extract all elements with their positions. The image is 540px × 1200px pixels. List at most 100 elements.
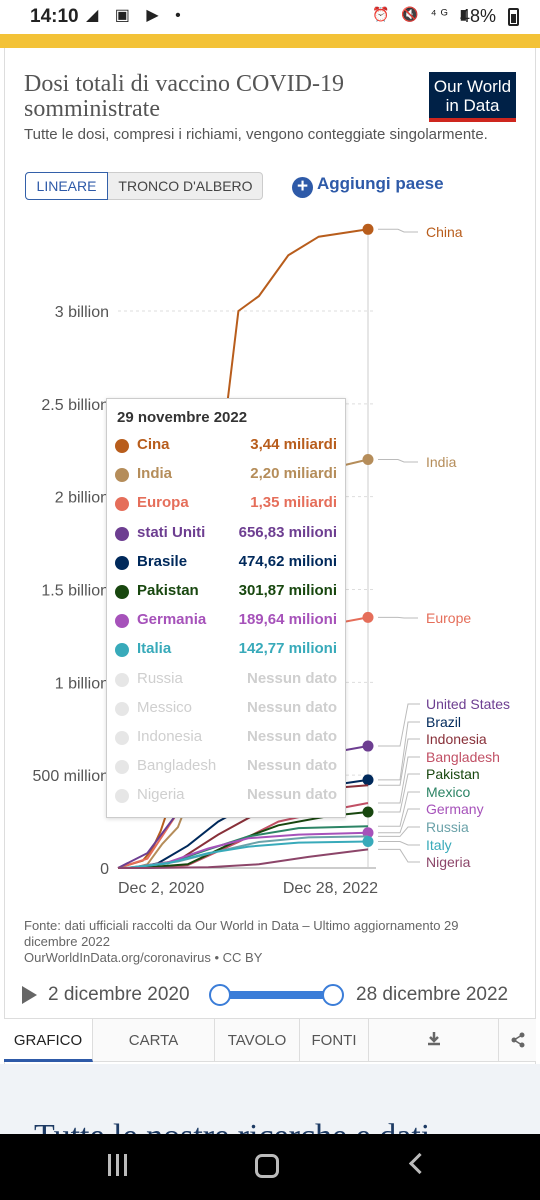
tab-table[interactable]: TAVOLO [215, 1019, 300, 1062]
timeline-end-label: 28 dicembre 2022 [356, 984, 509, 1005]
tooltip-series-value: Nessun dato [246, 757, 337, 775]
legend-label: Brazil [426, 714, 461, 730]
tooltip-row: Messico Nessun dato [115, 699, 339, 721]
tooltip-series-value: 1,35 miliardi [250, 494, 337, 512]
android-nav-bar [0, 1134, 540, 1200]
recent-apps-icon [116, 1154, 119, 1176]
tooltip-row: Russia Nessun dato [115, 670, 339, 692]
timeline-end-handle[interactable] [322, 984, 344, 1006]
download-icon [427, 1032, 440, 1046]
legend-label: Europe [426, 610, 471, 626]
owid-logo[interactable]: Our World in Data [429, 72, 516, 122]
recent-apps-icon [108, 1154, 111, 1176]
tooltip-row: Indonesia Nessun dato [115, 728, 339, 750]
series-point-italy [362, 835, 374, 847]
linear-scale-button[interactable]: LINEARE [25, 172, 108, 200]
series-point-china [362, 223, 374, 235]
y-tick-label: 0 [100, 861, 109, 878]
status-time: 14:10 [30, 6, 79, 27]
legend-label: China [426, 224, 463, 240]
tooltip-series-dot [115, 672, 129, 687]
tab-sources[interactable]: FONTI [300, 1019, 369, 1062]
tooltip-series-name: Russia [137, 669, 183, 687]
tooltip-series-name: Italia [137, 640, 172, 658]
tab-chart[interactable]: GRAFICO [4, 1019, 93, 1062]
tooltip-series-dot [115, 731, 129, 745]
log-scale-button[interactable]: TRONCO D'ALBERO [118, 178, 253, 194]
tooltip-series-value: 189,64 milioni [238, 611, 337, 629]
line-chart[interactable]: 0 500 million 1 billion 1.5 billion 2 billio… [0, 0, 540, 900]
y-tick-label: 1 billion [55, 675, 109, 692]
label-connector [378, 808, 420, 834]
label-connector [378, 616, 418, 619]
download-button[interactable] [369, 1019, 499, 1062]
tooltip-series-value: 656,83 milioni [238, 523, 337, 541]
share-icon [511, 1032, 524, 1048]
source-text: Fonte: dati ufficiali raccolti da Our Wo… [24, 918, 459, 949]
add-country-button[interactable]: + Aggiungi paese [292, 174, 444, 198]
site-header-band [0, 34, 540, 48]
tab-map[interactable]: CARTA [93, 1019, 215, 1062]
tooltip-series-value: 2,20 miliardi [250, 465, 337, 483]
status-bar: 14:10 ◢ ▣ ▶ • ⏰ 🔇 ⁴ᴳ ▮ 48% [0, 0, 540, 34]
label-connector [378, 826, 420, 837]
tooltip-series-dot [115, 643, 129, 658]
logo-line-1: Our World [433, 77, 512, 96]
tooltip-series-name: Brasile [137, 552, 188, 570]
tooltip-series-dot [115, 555, 129, 570]
tooltip-row: Pakistan 301,87 milioni [115, 582, 339, 604]
home-button[interactable] [255, 1154, 279, 1178]
add-country-label: Aggiungi paese [317, 174, 444, 193]
battery-percentage: 48% [460, 6, 497, 26]
back-button[interactable] [408, 1152, 431, 1175]
chart-subtitle: Tutte le dosi, compresi i richiami, veng… [24, 126, 488, 143]
timeline-start-label: 2 dicembre 2020 [48, 984, 190, 1005]
tooltip-series-value: Nessun dato [246, 669, 337, 687]
tooltip-series-name: Bangladesh [137, 757, 217, 775]
timeline: 2 dicembre 2020 28 dicembre 2022 [20, 980, 530, 1010]
x-tick-label: Dec 2, 2020 [118, 880, 204, 897]
tooltip-row: India 2,20 miliardi [115, 465, 339, 487]
tooltip-row: Brasile 474,62 milioni [115, 553, 339, 575]
plus-circle-icon: + [292, 177, 313, 198]
tooltip-row: Europa 1,35 miliardi [115, 494, 339, 516]
series-line-nigeria [118, 848, 369, 869]
tooltip-series-name: Nigeria [137, 786, 185, 804]
legend-label: Germany [426, 801, 484, 817]
tooltip-series-name: Indonesia [137, 728, 203, 745]
label-connector [378, 848, 420, 863]
label-connector [378, 756, 420, 804]
recent-apps-button[interactable] [106, 1154, 130, 1176]
tooltip-series-name: Pakistan [137, 582, 199, 599]
tooltip-series-dot [115, 614, 129, 629]
chart-title: Dosi totali di vaccino COVID-19 somminis… [24, 71, 344, 122]
tooltip-row: Bangladesh Nessun dato [115, 757, 339, 779]
tooltip-row: Cina 3,44 miliardi [115, 436, 339, 458]
tooltip-date: 29 novembre 2022 [117, 409, 248, 426]
label-connector [378, 703, 420, 747]
timeline-start-handle[interactable] [209, 984, 231, 1006]
label-connector [378, 791, 420, 827]
legend-label: Italy [426, 837, 452, 853]
legend-label: India [426, 454, 457, 470]
chart-tooltip: 29 novembre 2022 Cina 3,44 miliardi India 2… [106, 398, 346, 818]
label-connector [378, 228, 418, 233]
tooltip-series-name: Germania [137, 611, 207, 629]
legend-label: United States [426, 696, 510, 712]
system-status-icons: ⏰ 🔇 ⁴ᴳ ▮ [372, 6, 472, 22]
label-connector [378, 721, 420, 781]
tooltip-series-value: Nessun dato [246, 728, 337, 745]
share-button[interactable] [499, 1019, 536, 1062]
tooltip-series-dot [115, 701, 129, 716]
tooltip-row: stati Uniti 656,83 milioni [115, 524, 339, 546]
play-icon[interactable] [22, 986, 37, 1004]
tooltip-series-dot [115, 789, 129, 804]
tooltip-series-value: 142,77 milioni [238, 640, 337, 658]
legend-label: Mexico [426, 784, 471, 800]
source-link[interactable]: OurWorldInData.org/coronavirus • CC BY [24, 950, 263, 965]
timeline-track[interactable] [218, 991, 334, 999]
x-tick-label: Dec 28, 2022 [283, 880, 378, 897]
tooltip-series-dot [115, 760, 129, 775]
tooltip-series-value: Nessun dato [246, 698, 337, 716]
tooltip-row: Germania 189,64 milioni [115, 611, 339, 633]
